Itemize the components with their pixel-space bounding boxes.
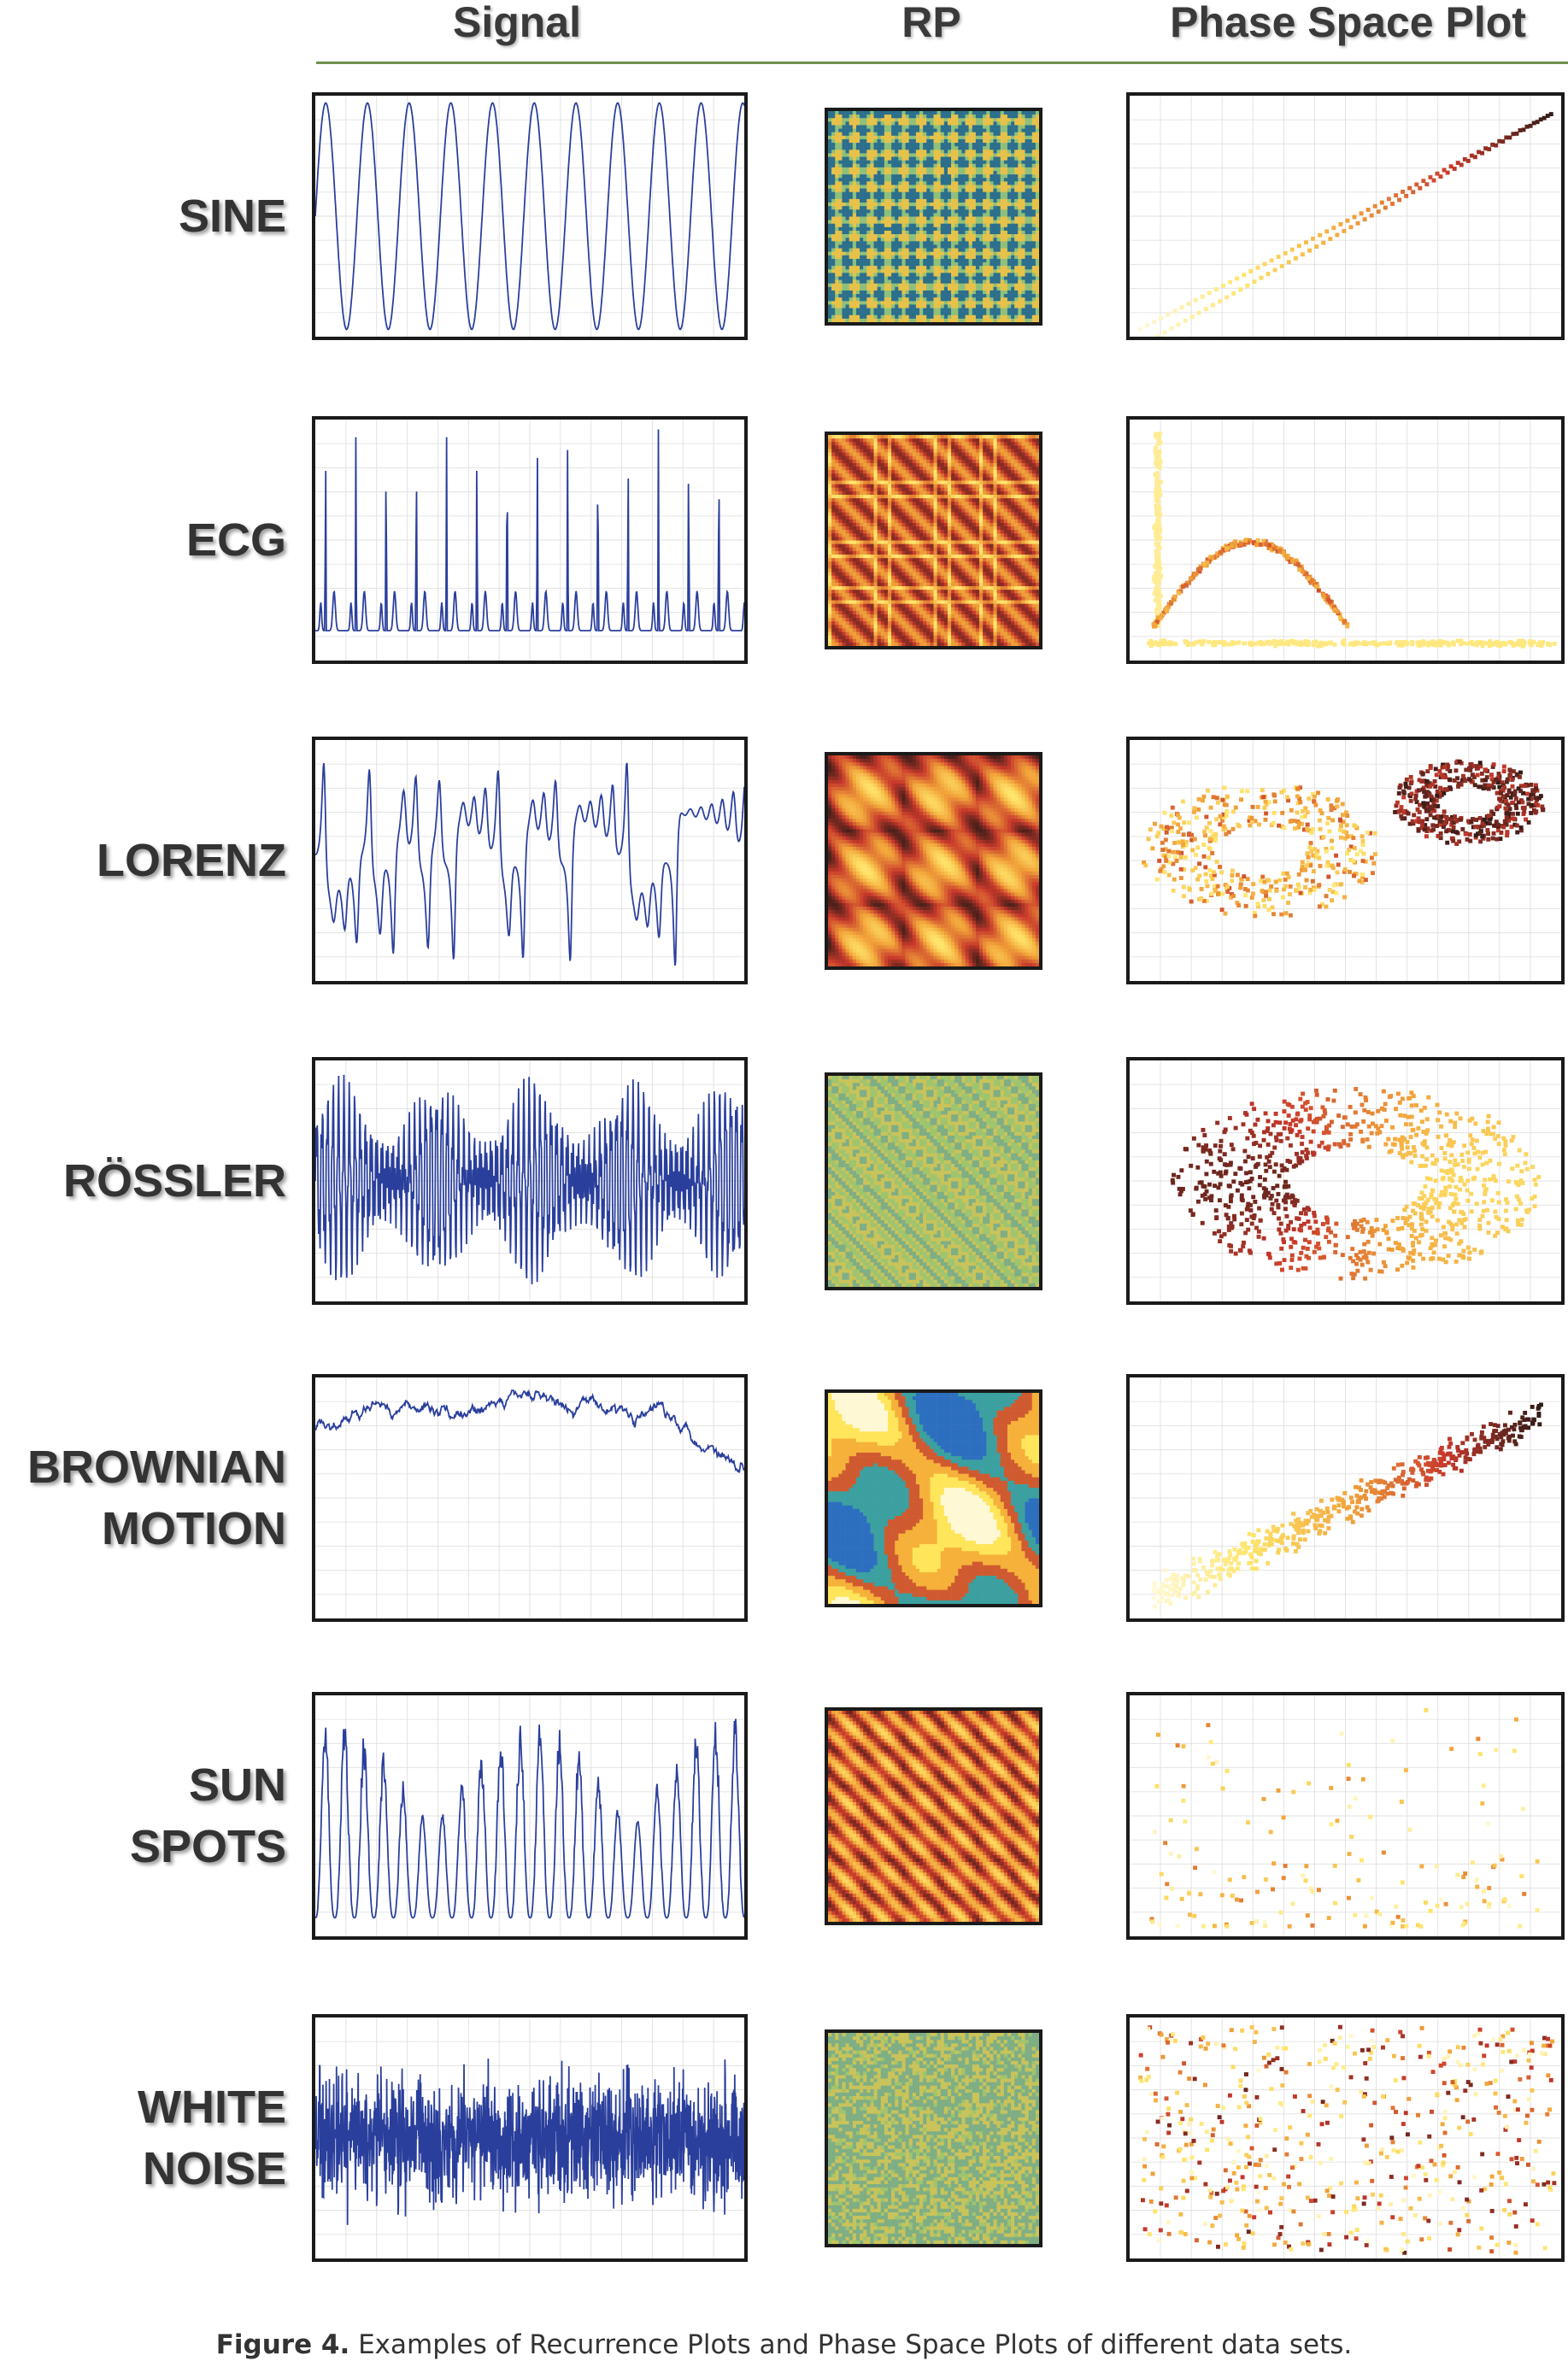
rp-plot-whitenoise — [825, 2029, 1042, 2247]
signal-plot-sunspots — [312, 1692, 748, 1940]
signal-grid — [315, 96, 744, 337]
signal-plot-sine — [312, 92, 748, 340]
column-header-phase: Phase Space Plot — [1128, 0, 1568, 51]
row-label-line: ECG — [0, 509, 286, 571]
rp-matrix — [828, 2032, 1039, 2244]
phase-plot-brownian — [1126, 1374, 1565, 1622]
signal-line — [315, 102, 744, 331]
caption-label: Figure 4. — [216, 2329, 350, 2360]
signal-line — [315, 762, 744, 966]
caption-text: Examples of Recurrence Plots and Phase S… — [349, 2329, 1352, 2360]
row-label-line: MOTION — [0, 1498, 286, 1559]
signal-grid — [315, 740, 744, 981]
phase-grid — [1130, 1060, 1561, 1301]
rp-plot-lorenz — [825, 751, 1042, 970]
signal-plot-lorenz — [312, 737, 748, 984]
rp-plot-sine — [825, 107, 1042, 326]
figure-caption: Figure 4. Examples of Recurrence Plots a… — [0, 2329, 1568, 2360]
phase-plot-whitenoise — [1126, 2014, 1565, 2262]
rp-matrix — [828, 110, 1039, 322]
signal-plot-ecg — [312, 416, 748, 664]
phase-plot-sunspots — [1126, 1692, 1565, 1940]
row-label-sine: SINE — [0, 185, 286, 247]
rp-plot-sunspots — [825, 1706, 1042, 1925]
phase-points — [1170, 1087, 1542, 1281]
phase-points — [1142, 759, 1546, 919]
rp-plot-rossler — [825, 1072, 1042, 1290]
rp-matrix — [828, 755, 1039, 966]
signal-plot-whitenoise — [312, 2014, 748, 2262]
signal-line — [315, 429, 744, 631]
row-label-line: RÖSSLER — [0, 1150, 286, 1212]
header-rule — [316, 62, 1568, 64]
phase-plot-ecg — [1126, 416, 1565, 664]
row-label-sunspots: SUN SPOTS — [0, 1754, 286, 1877]
row-label-whitenoise: WHITE NOISE — [0, 2076, 286, 2200]
row-label-line: NOISE — [0, 2138, 286, 2200]
rp-plot-ecg — [825, 431, 1042, 649]
phase-points — [1149, 1707, 1540, 1929]
signal-grid — [315, 1377, 744, 1618]
signal-line — [315, 1389, 744, 1473]
phase-grid — [1130, 96, 1561, 337]
row-label-ecg: ECG — [0, 509, 286, 571]
phase-grid — [1130, 1695, 1561, 1936]
row-label-line: SINE — [0, 185, 286, 247]
phase-points — [1138, 2024, 1557, 2255]
row-label-line: WHITE — [0, 2076, 286, 2138]
phase-plot-rossler — [1126, 1057, 1565, 1305]
row-label-lorenz: LORENZ — [0, 830, 286, 891]
phase-grid — [1130, 2018, 1561, 2258]
rp-matrix — [828, 1710, 1039, 1922]
column-header-rp: RP — [820, 0, 1042, 51]
signal-line — [315, 1074, 744, 1284]
phase-points — [1138, 112, 1553, 337]
phase-points — [1147, 432, 1557, 649]
phase-grid — [1130, 420, 1561, 661]
signal-plot-brownian — [312, 1374, 748, 1622]
column-header-signal: Signal — [316, 0, 718, 51]
rp-matrix — [828, 1392, 1039, 1604]
row-label-line: LORENZ — [0, 830, 286, 891]
row-label-line: SPOTS — [0, 1816, 286, 1877]
row-label-rossler: RÖSSLER — [0, 1150, 286, 1212]
rp-plot-brownian — [825, 1389, 1042, 1607]
signal-line — [315, 1718, 744, 1919]
row-label-brownian: BROWNIAN MOTION — [0, 1436, 286, 1559]
rp-matrix — [828, 1075, 1039, 1287]
row-label-line: BROWNIAN — [0, 1436, 286, 1498]
signal-plot-rossler — [312, 1057, 748, 1305]
row-label-line: SUN — [0, 1754, 286, 1816]
rp-matrix — [828, 434, 1039, 646]
phase-plot-sine — [1126, 92, 1565, 340]
signal-line — [315, 2059, 744, 2225]
phase-points — [1151, 1402, 1543, 1609]
phase-plot-lorenz — [1126, 737, 1565, 984]
